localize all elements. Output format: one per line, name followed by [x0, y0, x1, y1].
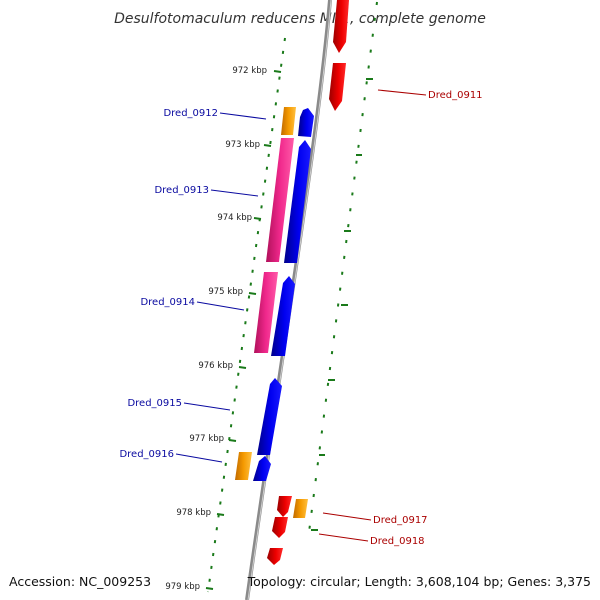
gene-dred-0918-red-arrow[interactable]: [272, 517, 288, 538]
gene-dred-0910-red-arrow[interactable]: [333, 0, 349, 53]
rna-feature-0914[interactable]: [254, 272, 278, 353]
gene-dred-0916-blue-arrow[interactable]: [253, 456, 271, 481]
kbp-label-975: 975 kbp: [208, 287, 243, 297]
orange-feature-0917[interactable]: [293, 499, 308, 518]
gene-label-dred-0915[interactable]: Dred_0915: [127, 398, 182, 409]
blue-leader-lines: [175, 112, 267, 463]
gene-label-dred-0917[interactable]: Dred_0917: [373, 515, 428, 526]
kbp-label-973: 973 kbp: [225, 140, 260, 150]
kbp-label-976: 976 kbp: [198, 361, 233, 371]
rna-feature-0913[interactable]: [266, 138, 294, 262]
orange-feature-0912[interactable]: [281, 107, 296, 135]
right-ring-ticks: [311, 78, 373, 531]
gene-dred-0913-blue-arrow[interactable]: [284, 140, 311, 263]
kbp-ticks: [205, 70, 282, 590]
genome-backbone-highlight: [247, 0, 332, 600]
kbp-label-977: 977 kbp: [189, 434, 224, 444]
gene-label-dred-0916[interactable]: Dred_0916: [119, 449, 174, 460]
gene-label-dred-0918[interactable]: Dred_0918: [370, 536, 425, 547]
gene-label-dred-0912[interactable]: Dred_0912: [163, 108, 218, 119]
outer-ring-left: [207, 37, 286, 593]
orange-feature-0916[interactable]: [235, 452, 252, 480]
gene-label-dred-0914[interactable]: Dred_0914: [140, 297, 195, 308]
red-leader-lines: [318, 89, 427, 542]
kbp-label-972: 972 kbp: [232, 66, 267, 76]
gene-dred-0911-red-arrow[interactable]: [329, 63, 346, 111]
accession-text: Accession: NC_009253: [9, 574, 151, 589]
gene-dred-0915-blue-arrow[interactable]: [257, 378, 282, 455]
gene-dred-0919-red-arrow[interactable]: [267, 548, 283, 565]
gene-dred-0912-blue-arrow[interactable]: [298, 108, 314, 137]
topology-text: Topology: circular; Length: 3,608,104 bp…: [247, 574, 591, 589]
kbp-label-978: 978 kbp: [176, 508, 211, 518]
gene-dred-0914-blue-arrow[interactable]: [271, 276, 295, 356]
kbp-label-974: 974 kbp: [217, 213, 252, 223]
gene-dred-0917-red-arrow[interactable]: [277, 496, 292, 517]
map-title: Desulfotomaculum reducens MI-1, complete…: [114, 11, 486, 27]
gene-label-dred-0913[interactable]: Dred_0913: [154, 185, 209, 196]
gene-label-dred-0911[interactable]: Dred_0911: [428, 90, 483, 101]
kbp-label-979: 979 kbp: [165, 582, 200, 592]
